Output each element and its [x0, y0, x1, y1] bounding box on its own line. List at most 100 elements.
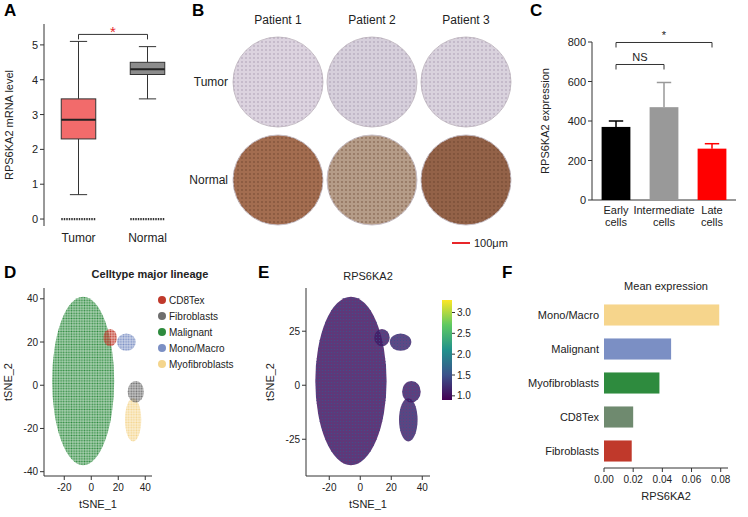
- whisker-cap: [139, 46, 156, 47]
- category-label: CD8Tex: [560, 411, 600, 423]
- tick-label: 0: [294, 380, 300, 391]
- tick: [40, 298, 44, 299]
- tick-label: 0.02: [623, 474, 643, 485]
- column-title: Patient 3: [442, 13, 490, 27]
- axis-title: tSNE_1: [349, 498, 387, 510]
- colorbar-tick: [452, 375, 455, 376]
- tick: [40, 149, 44, 150]
- tissue-core: [327, 37, 417, 127]
- panel-letter: F: [502, 263, 512, 282]
- tick-label: 20: [386, 482, 398, 493]
- error-cap: [609, 120, 623, 122]
- tick-label: 200: [568, 155, 586, 167]
- tick: [422, 476, 423, 480]
- category-label-line: cells: [653, 216, 676, 228]
- cluster-points: [103, 329, 117, 346]
- tissue-texture: [233, 135, 323, 225]
- axis-line: [44, 288, 45, 476]
- tick: [588, 160, 592, 161]
- plot-area: [315, 297, 420, 466]
- tick: [588, 200, 592, 201]
- tick: [391, 476, 392, 480]
- category-label-line: Early: [603, 204, 629, 216]
- bar: [604, 406, 633, 427]
- tick-label: 40: [27, 293, 39, 304]
- colorbar-label: 2.5: [457, 328, 471, 339]
- panel-c: C0200400600800RPS6KA2 expressionEarlycel…: [530, 1, 736, 228]
- tissue-texture: [421, 135, 511, 225]
- tick: [329, 476, 330, 480]
- tick: [588, 81, 592, 82]
- cluster-shade: [125, 398, 141, 441]
- tick-label: 0.04: [653, 474, 673, 485]
- tick: [588, 121, 592, 122]
- category-label: Fibroblasts: [545, 445, 599, 457]
- tissue-core: [421, 135, 511, 225]
- axis-line: [306, 288, 307, 476]
- tick-label: 0: [32, 380, 38, 391]
- category-label: Mono/Macro: [538, 309, 599, 321]
- category-label-line: Late: [701, 204, 722, 216]
- tick-label: 3: [32, 109, 38, 121]
- region-texture: [390, 333, 412, 350]
- significance-label: *: [110, 23, 116, 40]
- tick-label: 40: [417, 482, 429, 493]
- tick: [40, 79, 44, 80]
- category-label: Intermediatecells: [633, 204, 694, 228]
- tick-label: 0.00: [594, 474, 614, 485]
- tick: [40, 114, 44, 115]
- median: [130, 68, 165, 70]
- box: [130, 62, 165, 74]
- bar: [602, 127, 631, 200]
- tick-label: 400: [568, 115, 586, 127]
- colorbar: [442, 300, 452, 400]
- plot-area: [602, 82, 727, 200]
- tick-label: 0: [357, 482, 363, 493]
- colorbar-label: 1.0: [457, 390, 471, 401]
- tick-label: 25: [289, 326, 301, 337]
- category-label: Malignant: [551, 343, 599, 355]
- cluster-points: [117, 333, 136, 350]
- legend-label: CD8Tex: [169, 295, 205, 306]
- whisker: [147, 75, 148, 99]
- region-points: [402, 381, 421, 403]
- whisker-cap: [139, 98, 156, 99]
- tick: [588, 42, 592, 43]
- legend-swatch: [158, 312, 166, 320]
- axis-title: tSNE_2: [2, 363, 14, 401]
- legend: CD8TexFibroblastsMalignantMono/MacroMyof…: [158, 295, 233, 370]
- axis-line: [44, 476, 152, 477]
- significance-bracket: [616, 64, 664, 69]
- tissue-texture: [421, 37, 511, 127]
- panel-letter: B: [192, 1, 204, 20]
- tick-label: -20: [322, 482, 337, 493]
- tissue-core: [233, 135, 323, 225]
- colorbar-tick: [452, 395, 455, 396]
- tick-label: 20: [113, 482, 125, 493]
- axis-line: [604, 468, 728, 469]
- bar: [604, 338, 671, 359]
- cluster-shade: [103, 329, 117, 346]
- column-title: Patient 1: [254, 13, 302, 27]
- tick: [302, 385, 306, 386]
- tick-label: 0.08: [711, 474, 731, 485]
- tick: [691, 468, 692, 472]
- tissue-texture: [327, 37, 417, 127]
- bar: [698, 149, 727, 200]
- colorbar-label: 2.0: [457, 349, 471, 360]
- panel-f: FMean expressionMono/MacroMalignantMyofi…: [502, 263, 731, 502]
- panel-letter: E: [258, 263, 269, 282]
- region-points: [315, 297, 386, 466]
- tissue-core: [233, 37, 323, 127]
- axis-title: tSNE_1: [79, 498, 117, 510]
- tick: [662, 468, 663, 472]
- row-title: Tumor: [194, 75, 228, 89]
- panel-a: A012345RPS6KA2 mRNA levelTumorNormal*: [3, 1, 167, 245]
- tick: [40, 44, 44, 45]
- tissue-texture: [327, 135, 417, 225]
- cluster-shade: [117, 333, 136, 350]
- colorbar-tick: [452, 312, 455, 313]
- error-bar: [663, 82, 665, 107]
- cluster-shade: [52, 297, 114, 466]
- axis-line: [306, 476, 430, 477]
